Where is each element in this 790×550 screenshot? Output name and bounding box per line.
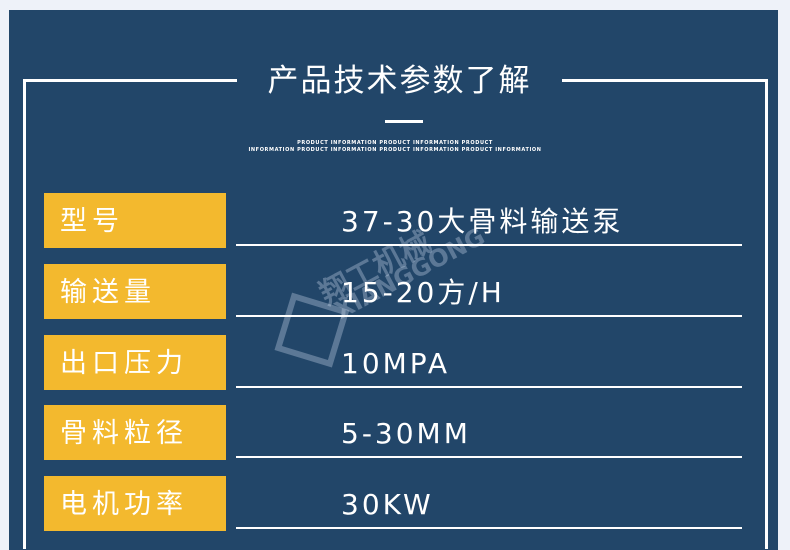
- spec-value: 10MPA: [341, 347, 451, 380]
- spec-row: 出口压力 10MPA: [0, 335, 790, 391]
- spec-row: 骨料粒径 5-30MM: [0, 405, 790, 461]
- spec-value: 30KW: [341, 488, 434, 521]
- subtitle-line-1: PRODUCT INFORMATION PRODUCT INFORMATION …: [297, 140, 493, 146]
- spec-value: 37-30大骨料输送泵: [341, 205, 624, 238]
- row-divider: [236, 456, 742, 458]
- spec-row: 型号 37-30大骨料输送泵: [0, 193, 790, 249]
- row-divider: [236, 244, 742, 246]
- row-divider: [236, 527, 742, 529]
- page-title: 产品技术参数了解: [267, 63, 532, 99]
- subtitle-line-2: INFORMATION PRODUCT INFORMATION PRODUCT …: [248, 147, 542, 153]
- spec-label: 出口压力: [44, 335, 226, 390]
- row-divider: [236, 386, 742, 388]
- spec-value: 5-30MM: [341, 417, 471, 450]
- frame-top-right: [562, 79, 768, 82]
- title-underline: [385, 120, 423, 123]
- spec-row: 电机功率 30KW: [0, 476, 790, 532]
- spec-label: 骨料粒径: [44, 405, 226, 460]
- spec-label: 型号: [44, 193, 226, 248]
- frame-top-left: [23, 79, 237, 82]
- frame-right: [765, 79, 768, 549]
- spec-value: 15-20方/H: [341, 276, 505, 309]
- spec-label: 电机功率: [44, 476, 226, 531]
- frame-left: [23, 79, 26, 549]
- row-divider: [236, 315, 742, 317]
- spec-row: 输送量 15-20方/H: [0, 264, 790, 320]
- spec-label: 输送量: [44, 264, 226, 319]
